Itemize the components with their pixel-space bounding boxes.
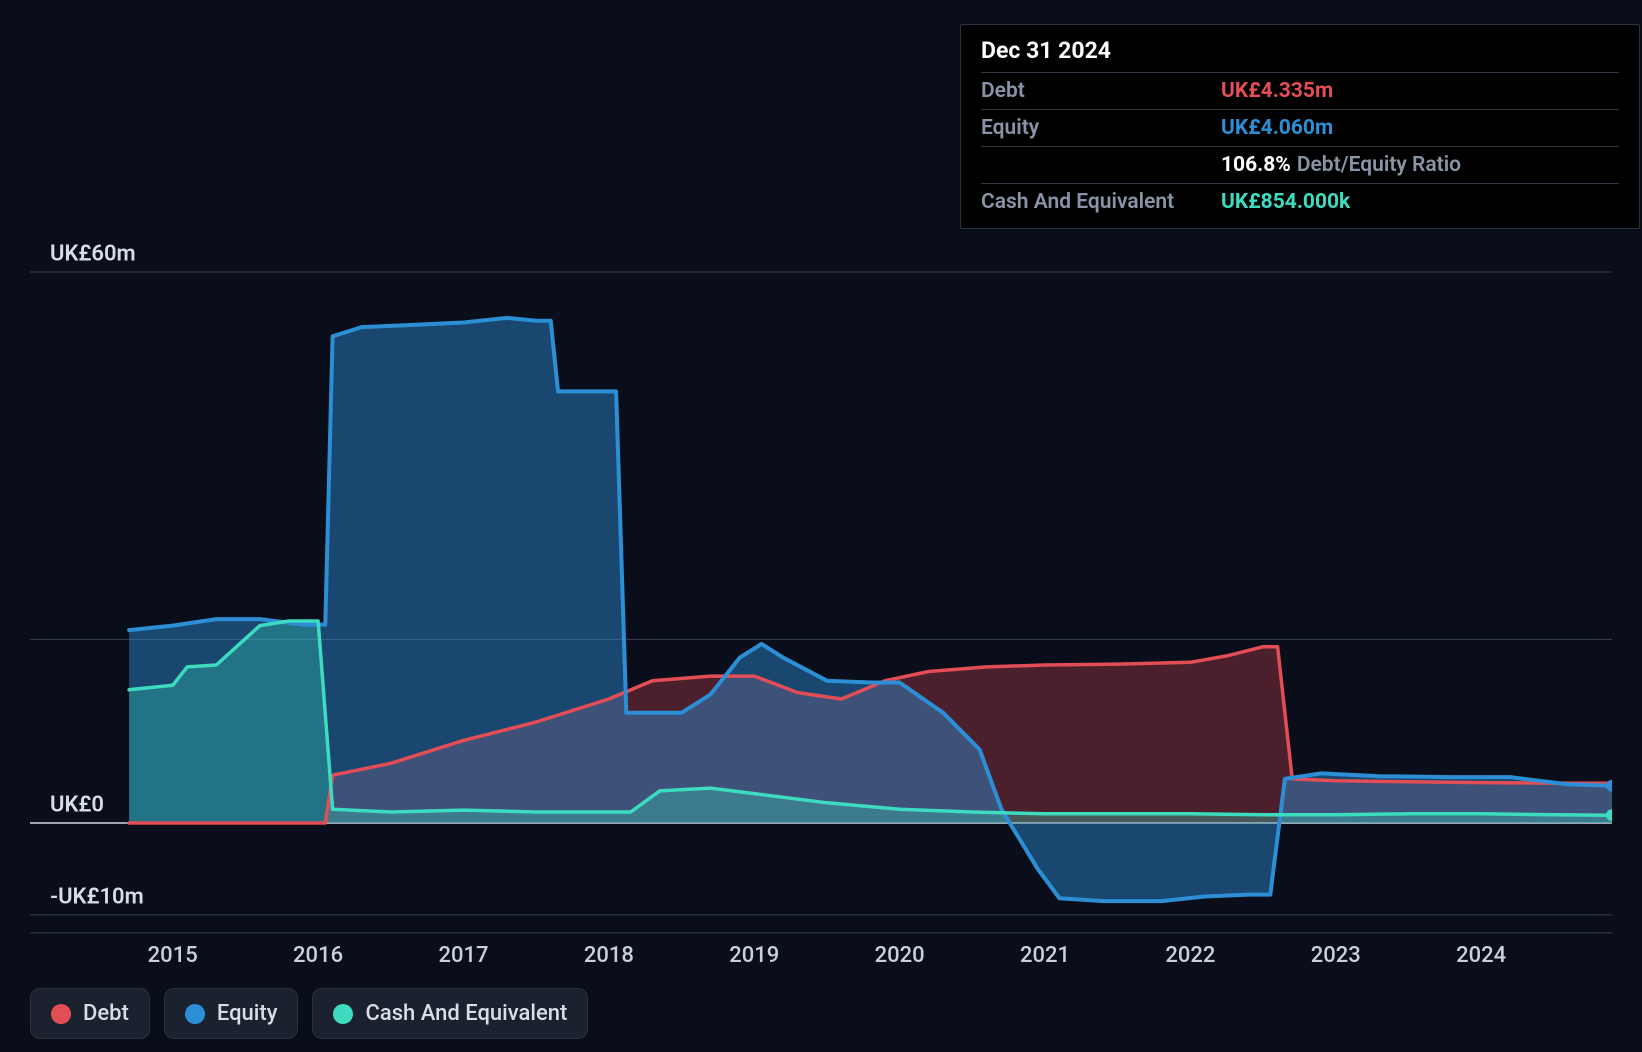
x-axis-label: 2022 <box>1165 943 1215 968</box>
tooltip-row-label: Equity <box>981 116 1221 140</box>
tooltip-row-label: Debt <box>981 79 1221 103</box>
tooltip-row: EquityUK£4.060m <box>981 109 1619 146</box>
legend-swatch-icon <box>333 1004 353 1024</box>
tooltip-row: 106.8%Debt/Equity Ratio <box>981 146 1619 183</box>
x-axis-label: 2019 <box>729 943 779 968</box>
y-axis-label: -UK£10m <box>50 884 144 909</box>
legend-item-cash-and-equivalent[interactable]: Cash And Equivalent <box>312 988 588 1039</box>
tooltip-row-value: 106.8% <box>1221 153 1291 177</box>
tooltip-date: Dec 31 2024 <box>981 37 1619 72</box>
tooltip-row-label: Cash And Equivalent <box>981 190 1221 214</box>
x-axis-label: 2024 <box>1456 943 1506 968</box>
legend-label: Debt <box>83 1001 129 1026</box>
x-axis-label: 2021 <box>1020 943 1070 968</box>
legend-item-debt[interactable]: Debt <box>30 988 150 1039</box>
y-axis-label: UK£0 <box>50 793 104 818</box>
x-axis-label: 2020 <box>875 943 925 968</box>
x-axis-label: 2023 <box>1311 943 1361 968</box>
x-axis-label: 2015 <box>148 943 198 968</box>
tooltip-row-suffix: Debt/Equity Ratio <box>1297 153 1461 177</box>
tooltip-row: Cash And EquivalentUK£854.000k <box>981 183 1619 220</box>
chart-legend: Debt Equity Cash And Equivalent <box>30 988 588 1039</box>
legend-item-equity[interactable]: Equity <box>164 988 299 1039</box>
chart-tooltip: Dec 31 2024 DebtUK£4.335mEquityUK£4.060m… <box>960 24 1640 229</box>
legend-swatch-icon <box>185 1004 205 1024</box>
x-axis-label: 2016 <box>293 943 343 968</box>
legend-label: Equity <box>217 1001 278 1026</box>
tooltip-row-value: UK£854.000k <box>1221 190 1350 214</box>
x-axis-label: 2018 <box>584 943 634 968</box>
tooltip-row-value: UK£4.335m <box>1221 79 1333 103</box>
x-axis-label: 2017 <box>438 943 488 968</box>
tooltip-row: DebtUK£4.335m <box>981 72 1619 109</box>
y-axis-label: UK£60m <box>50 242 136 267</box>
legend-swatch-icon <box>51 1004 71 1024</box>
tooltip-row-value: UK£4.060m <box>1221 116 1333 140</box>
legend-label: Cash And Equivalent <box>365 1001 567 1026</box>
